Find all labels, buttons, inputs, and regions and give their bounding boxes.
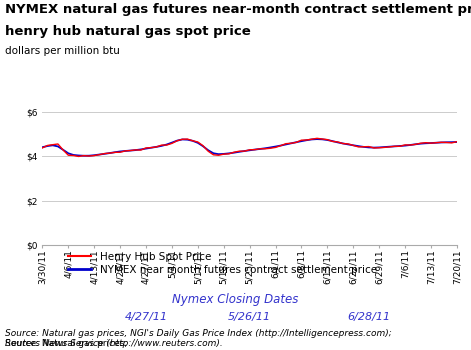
Text: 4/27/11: 4/27/11: [124, 312, 168, 322]
Text: Source: Natural gas prices,: Source: Natural gas prices,: [5, 339, 130, 348]
Text: NYMEX natural gas futures near-month contract settlement price and: NYMEX natural gas futures near-month con…: [5, 4, 471, 16]
Text: 5/26/11: 5/26/11: [228, 312, 271, 322]
Text: henry hub natural gas spot price: henry hub natural gas spot price: [5, 25, 251, 37]
Text: Nymex Closing Dates: Nymex Closing Dates: [172, 293, 299, 306]
Text: dollars per million btu: dollars per million btu: [5, 46, 120, 56]
Legend: Henry Hub Spot Price, NYMEX near month futures contract settlement price: Henry Hub Spot Price, NYMEX near month f…: [68, 252, 377, 275]
Text: Source: Natural gas prices, NGI's Daily Gas Price Index (http://Intelligencepres: Source: Natural gas prices, NGI's Daily …: [5, 329, 391, 348]
Text: 6/28/11: 6/28/11: [347, 312, 390, 322]
